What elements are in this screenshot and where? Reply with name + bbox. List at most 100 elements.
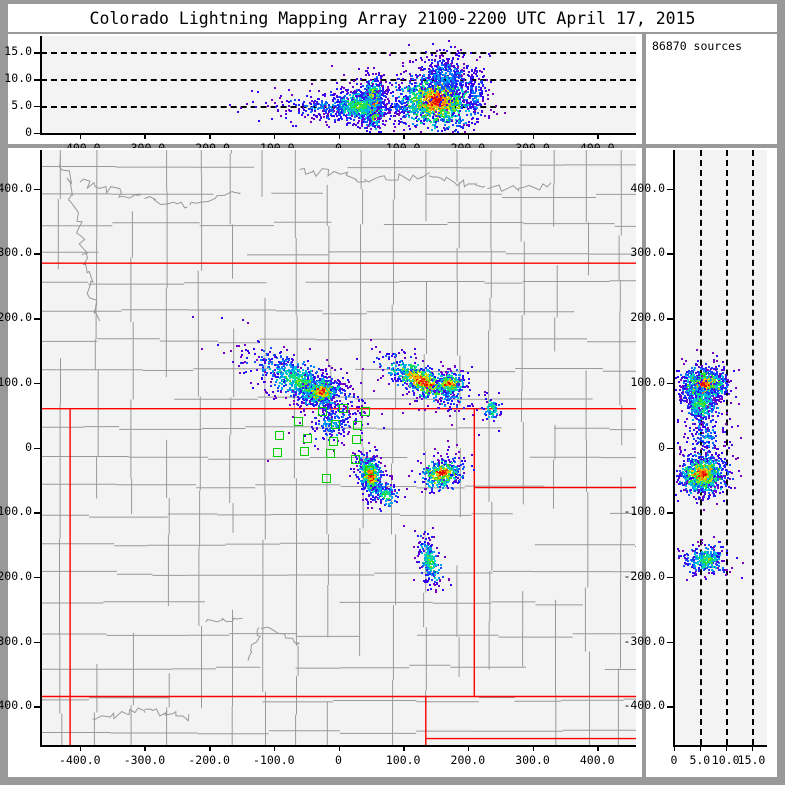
y-tick — [34, 512, 41, 514]
x-tick — [725, 745, 728, 751]
gridline-horizontal — [41, 52, 636, 55]
x-tick — [79, 745, 82, 751]
y-tick — [34, 188, 41, 191]
lma-station-marker[interactable] — [365, 466, 375, 476]
y-tick — [667, 447, 674, 449]
lma-station-marker[interactable] — [361, 406, 371, 416]
y-tick — [34, 641, 41, 643]
y-tick-label: 0 — [595, 440, 665, 454]
x-tick — [144, 133, 146, 139]
y-tick — [34, 706, 41, 708]
y-tick-label: 200.0 — [595, 310, 665, 324]
lma-station-marker[interactable] — [353, 421, 363, 430]
y-tick — [667, 253, 674, 255]
y-tick-label: 300.0 — [0, 245, 32, 259]
lma-station-marker[interactable] — [330, 419, 340, 429]
y-tick — [34, 382, 41, 385]
lma-station-marker[interactable] — [293, 417, 303, 427]
y-tick — [34, 576, 41, 579]
x-tick-label: 100.0 — [363, 753, 443, 767]
altitude-vs-north-plot[interactable] — [674, 150, 767, 745]
y-tick-label: 400.0 — [0, 181, 32, 195]
y-tick — [667, 641, 674, 643]
gridline-vertical — [699, 150, 702, 745]
map-plan-view-plot[interactable] — [41, 150, 636, 745]
lma-station-marker[interactable] — [274, 431, 284, 441]
x-tick — [597, 133, 599, 139]
lma-station-marker[interactable] — [326, 449, 336, 459]
gridline-horizontal — [41, 79, 636, 82]
y-tick — [667, 318, 674, 320]
y-tick-label: -100.0 — [0, 504, 32, 518]
y-tick-label: -400.0 — [0, 698, 32, 712]
x-axis-line — [673, 745, 767, 747]
x-tick-label: -400.0 — [40, 753, 120, 767]
map-plan-view-panel: -400.0 -300.0 -200.0 -100.0 0 100.0 200.0 300.0… — [0, 148, 642, 777]
y-axis-line — [40, 36, 42, 133]
y-tick-label: 0 — [0, 125, 32, 139]
x-tick — [403, 133, 405, 139]
y-tick-label: 300.0 — [595, 245, 665, 259]
title-panel: Colorado Lightning Mapping Array 2100-22… — [8, 4, 777, 32]
x-tick — [467, 133, 470, 139]
x-tick-label: -200.0 — [169, 753, 249, 767]
y-tick-label: 100.0 — [595, 375, 665, 389]
lma-station-marker[interactable] — [302, 433, 312, 443]
lma-station-marker[interactable] — [272, 448, 282, 458]
y-tick — [34, 318, 41, 320]
y-tick — [34, 133, 41, 135]
y-tick — [34, 106, 41, 108]
lma-station-marker[interactable] — [317, 407, 327, 417]
altitude-vs-north-panel: 0 5.0 10.0 15.0 -400.0 -300.0 -200.0 -100.0 0 100… — [623, 148, 777, 777]
x-tick — [532, 745, 534, 751]
altitude-vs-east-plot[interactable] — [41, 36, 636, 133]
lma-station-marker[interactable] — [328, 436, 338, 446]
y-tick-label: 10.0 — [0, 71, 32, 85]
x-tick — [751, 745, 753, 751]
x-tick-label: -300.0 — [104, 753, 184, 767]
lma-station-marker[interactable] — [300, 446, 310, 456]
y-tick — [34, 52, 41, 54]
x-tick — [699, 745, 702, 751]
station-markers — [41, 150, 636, 745]
gridline-vertical — [751, 150, 754, 745]
x-tick — [467, 745, 470, 751]
y-tick-label: -100.0 — [595, 504, 665, 518]
page-title: Colorado Lightning Mapping Array 2100-22… — [90, 9, 696, 28]
source-count-label: 86870 sources — [652, 39, 742, 53]
x-tick — [338, 745, 340, 751]
source-count-panel: 86870 sources — [646, 34, 777, 144]
x-tick — [209, 745, 211, 751]
lma-station-marker[interactable] — [352, 435, 362, 445]
x-tick — [273, 133, 276, 139]
x-tick — [674, 745, 676, 751]
y-tick-label: -200.0 — [595, 569, 665, 583]
x-tick — [144, 745, 146, 751]
x-tick-label: -100.0 — [234, 753, 314, 767]
lma-station-marker[interactable] — [339, 404, 349, 414]
y-tick — [667, 706, 674, 708]
y-tick — [34, 79, 41, 81]
y-tick-label: 200.0 — [0, 310, 32, 324]
source-points — [41, 36, 636, 133]
x-axis-line — [40, 133, 636, 135]
x-tick-label: 15.0 — [712, 753, 785, 767]
x-tick-label: 10.0 — [686, 753, 766, 767]
lma-station-marker[interactable] — [350, 454, 360, 464]
lma-station-marker[interactable] — [322, 474, 332, 484]
gridline-vertical — [725, 150, 728, 745]
x-tick — [597, 745, 599, 751]
x-tick-label: 0 — [299, 753, 379, 767]
altitude-vs-east-panel: -400.0-300.0-200.0-100.00100.0200.0300.0… — [4, 34, 642, 155]
x-tick — [532, 133, 534, 139]
x-tick-label: 300.0 — [493, 753, 573, 767]
y-tick-label: 100.0 — [0, 375, 32, 389]
basemap-boundaries — [41, 150, 636, 745]
y-tick-label: -300.0 — [595, 634, 665, 648]
y-tick — [667, 512, 674, 514]
x-tick-label: 400.0 — [557, 753, 637, 767]
y-tick-label: -200.0 — [0, 569, 32, 583]
x-tick — [79, 133, 82, 139]
y-tick-label: -300.0 — [0, 634, 32, 648]
x-tick — [209, 133, 211, 139]
